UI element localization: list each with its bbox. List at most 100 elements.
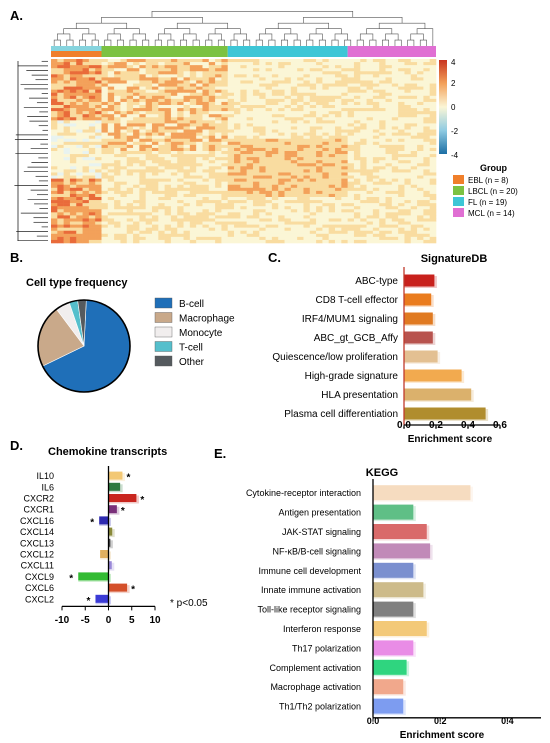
heatmap-cell [183,59,191,63]
heatmap-cell [316,178,323,182]
heatmap-cell [423,212,430,216]
heatmap-cell [341,172,348,176]
heatmap-cell [410,157,418,161]
heatmap-cell [215,71,222,75]
heatmap-cell [417,86,424,90]
heatmap-cell [417,62,424,66]
heatmap-cell [246,151,254,155]
heatmap-cell [417,157,424,161]
heatmap-cell [164,89,172,94]
heatmap-cell [170,193,178,198]
heatmap-cell [177,151,184,155]
heatmap-cell [57,65,64,69]
heatmap-cell [385,95,393,100]
heatmap-cell [227,71,235,75]
heatmap-cell [391,80,399,84]
heatmap-cell [208,197,216,201]
heatmap-cell [372,169,380,173]
heatmap-cell [360,92,367,97]
heatmap-cell [423,95,430,100]
heatmap-cell [240,218,247,222]
heatmap-cell [303,144,311,149]
heatmap-cell [57,132,64,136]
heatmap-cell [170,181,178,186]
heatmap-cell [139,203,146,207]
heatmap-cell [202,135,210,140]
heatmap-cell [227,233,235,238]
heatmap-cell [215,209,222,213]
heatmap-cell [353,187,361,192]
heatmap-cell [95,138,102,143]
heatmap-cell [252,172,260,176]
heatmap-cell [57,160,64,164]
heatmap-cell [63,224,71,228]
heatmap-cell [101,77,109,81]
heatmap-cell [271,221,279,225]
heatmap-cell [95,154,102,158]
heatmap-cell [290,108,298,112]
heatmap-cell [234,108,241,112]
heatmap-cell [271,166,279,170]
heatmap-cell [164,98,172,103]
heatmap-cell [259,224,266,228]
heatmap-cell [101,157,109,161]
x-tick-label: -5 [81,615,90,626]
heatmap-cell [360,77,367,81]
heatmap-cell [290,187,298,192]
heatmap-cell [252,181,260,186]
heatmap-cell [309,190,317,195]
heatmap-cell [309,138,317,143]
heatmap-cell [164,212,172,216]
heatmap-cell [372,126,380,130]
heatmap-cell [398,169,405,173]
heatmap-cell [183,212,191,216]
heatmap-cell [341,184,348,189]
heatmap-cell [221,101,229,106]
heatmap-cell [341,123,348,127]
heatmap-cell [410,184,418,189]
heatmap-cell [417,114,424,118]
heatmap-cell [347,230,355,235]
heatmap-cell [107,92,115,97]
heatmap-cell [398,141,405,146]
heatmap-cell [234,77,241,81]
heatmap-cell [410,151,418,155]
heatmap-cell [215,233,222,238]
heatmap-cell [240,135,247,140]
heatmap-cell [101,65,109,69]
heatmap-cell [265,138,273,143]
heatmap-cell [120,135,128,140]
heatmap-cell [114,141,121,146]
heatmap-cell [404,111,412,115]
heatmap-cell [164,209,172,213]
heatmap-cell [366,163,374,167]
heatmap-cell [145,151,153,155]
heatmap-cell [290,89,298,94]
heatmap-cell [290,184,298,189]
heatmap-cell [114,138,121,143]
heatmap-cell [151,187,159,192]
heatmap-cell [429,172,437,176]
heatmap-cell [297,117,304,121]
heatmap-cell [215,224,222,228]
bar-shadow [108,540,113,549]
heatmap-cell [114,105,121,109]
heatmap-cell [133,120,140,124]
heatmap-cell [101,193,109,198]
heatmap-cell [158,224,165,228]
heatmap-cell [240,77,247,81]
dendrogram-branch [255,39,263,46]
heatmap-cell [341,71,348,75]
heatmap-cell [353,117,361,121]
heatmap-cell [385,65,393,69]
heatmap-cell [221,123,229,127]
heatmap-cell [303,86,311,90]
heatmap-cell [328,80,336,84]
bar [95,594,109,603]
heatmap-cell [240,163,247,167]
heatmap-cell [297,129,304,133]
heatmap-cell [398,200,405,204]
heatmap-cell [265,147,273,152]
heatmap-cell [398,215,405,219]
heatmap-cell [76,172,83,176]
